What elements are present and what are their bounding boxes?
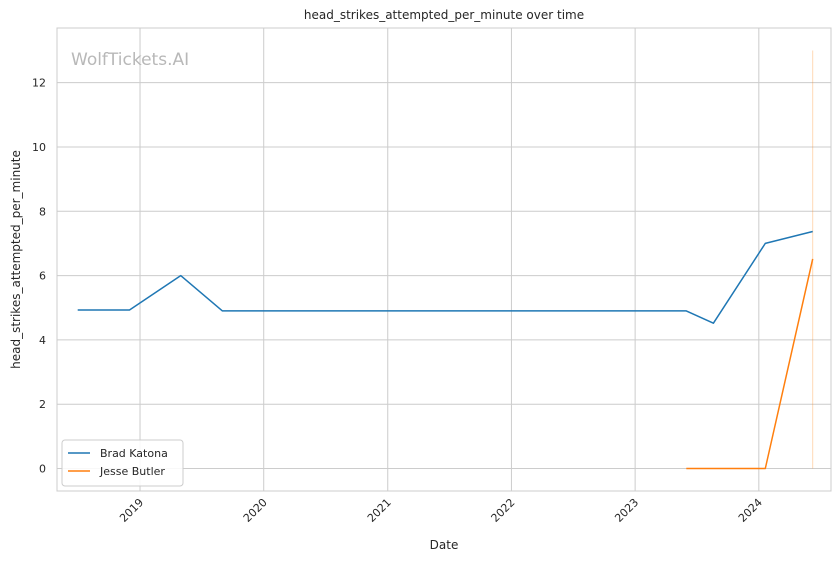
y-tick-label: 10 — [32, 141, 46, 154]
y-tick-label: 0 — [39, 462, 46, 475]
legend-label: Jesse Butler — [99, 465, 165, 478]
y-tick-label: 6 — [39, 270, 46, 283]
y-tick-labels: 0 2 4 6 8 10 12 — [32, 77, 46, 476]
x-tick-label: 2020 — [241, 496, 270, 525]
y-axis-label: head_strikes_attempted_per_minute — [9, 150, 23, 369]
chart-title: head_strikes_attempted_per_minute over t… — [304, 8, 584, 22]
x-axis-label: Date — [430, 538, 459, 552]
legend-box — [61, 439, 184, 487]
x-tick-label: 2024 — [736, 496, 765, 525]
y-tick-label: 8 — [39, 205, 46, 218]
legend: Brad Katona Jesse Butler — [61, 439, 184, 487]
x-tick-labels: 2019 2020 2021 2022 2023 2024 — [117, 496, 765, 525]
series-layer — [77, 230, 814, 470]
y-tick-label: 2 — [39, 398, 46, 411]
series-line-brad-katona — [77, 230, 813, 324]
x-tick-label: 2021 — [365, 496, 394, 525]
x-tick-label: 2022 — [489, 496, 518, 525]
legend-label: Brad Katona — [100, 447, 168, 460]
x-tick-label: 2023 — [612, 496, 641, 525]
series-line-jesse-butler — [686, 258, 814, 470]
watermark-text: WolfTickets.AI — [71, 50, 189, 70]
x-tick-label: 2019 — [117, 496, 146, 525]
y-tick-label: 4 — [39, 334, 46, 347]
plot-frame — [56, 27, 832, 492]
grid-lines — [57, 28, 831, 491]
y-tick-label: 12 — [32, 77, 46, 90]
